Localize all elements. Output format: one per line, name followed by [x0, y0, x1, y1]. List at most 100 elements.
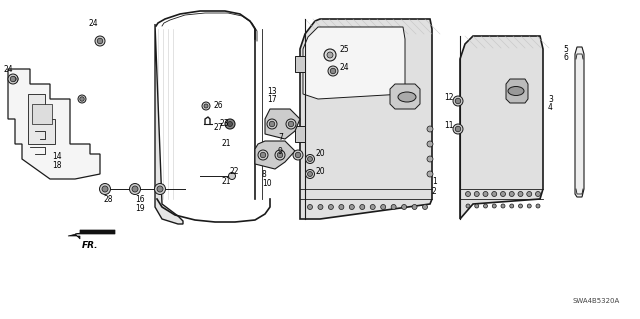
Text: 17: 17	[267, 95, 276, 105]
Polygon shape	[8, 69, 100, 179]
Circle shape	[427, 126, 433, 132]
Circle shape	[129, 183, 141, 195]
Circle shape	[269, 121, 275, 127]
Text: 4: 4	[548, 103, 553, 113]
Polygon shape	[575, 47, 584, 197]
Text: 5: 5	[563, 44, 568, 54]
Circle shape	[518, 204, 522, 208]
Circle shape	[97, 38, 103, 44]
Circle shape	[154, 183, 166, 195]
Circle shape	[305, 154, 314, 164]
Polygon shape	[390, 84, 420, 109]
Circle shape	[228, 173, 236, 180]
Circle shape	[258, 150, 268, 160]
Circle shape	[466, 204, 470, 208]
Circle shape	[500, 191, 506, 197]
Text: FR.: FR.	[82, 241, 99, 250]
Circle shape	[260, 152, 266, 158]
Circle shape	[12, 77, 16, 81]
Polygon shape	[68, 230, 115, 239]
Circle shape	[483, 191, 488, 197]
Circle shape	[95, 36, 105, 46]
Text: 14: 14	[52, 152, 61, 161]
Ellipse shape	[508, 86, 524, 95]
Circle shape	[527, 191, 532, 197]
Text: 12: 12	[444, 93, 454, 101]
Circle shape	[80, 97, 84, 101]
Circle shape	[10, 75, 18, 83]
Circle shape	[501, 204, 505, 208]
Circle shape	[422, 204, 428, 210]
Circle shape	[8, 74, 18, 84]
Polygon shape	[32, 104, 52, 124]
Text: 21: 21	[222, 139, 232, 149]
Circle shape	[455, 126, 461, 132]
Text: 1: 1	[432, 177, 436, 187]
Circle shape	[465, 191, 470, 197]
Circle shape	[308, 157, 312, 161]
Circle shape	[286, 119, 296, 129]
Text: 20: 20	[316, 167, 326, 175]
Circle shape	[324, 49, 336, 61]
Circle shape	[349, 204, 355, 210]
Text: 3: 3	[548, 94, 553, 103]
Circle shape	[275, 150, 285, 160]
Circle shape	[401, 204, 406, 210]
Circle shape	[204, 104, 208, 108]
Circle shape	[295, 152, 301, 158]
Circle shape	[288, 121, 294, 127]
Text: 23: 23	[220, 119, 230, 128]
Circle shape	[474, 191, 479, 197]
Polygon shape	[255, 141, 295, 169]
Text: 28: 28	[103, 195, 113, 204]
Circle shape	[227, 122, 232, 127]
Circle shape	[328, 204, 333, 210]
Circle shape	[267, 119, 277, 129]
Circle shape	[225, 119, 235, 129]
Text: 13: 13	[267, 86, 276, 95]
Bar	[295, 126, 305, 142]
Bar	[295, 56, 305, 72]
Circle shape	[412, 204, 417, 210]
Circle shape	[308, 172, 312, 176]
Polygon shape	[28, 94, 55, 144]
Circle shape	[330, 68, 336, 74]
Circle shape	[157, 186, 163, 192]
Circle shape	[102, 186, 108, 192]
Circle shape	[475, 204, 479, 208]
Text: 8: 8	[262, 170, 267, 179]
Circle shape	[509, 204, 514, 208]
Text: 22: 22	[230, 167, 239, 175]
Text: 19: 19	[135, 204, 145, 213]
Circle shape	[132, 186, 138, 192]
Circle shape	[370, 204, 375, 210]
Ellipse shape	[398, 92, 416, 102]
Circle shape	[536, 191, 541, 197]
Polygon shape	[155, 24, 183, 224]
Circle shape	[360, 204, 365, 210]
Circle shape	[277, 152, 283, 158]
Text: SWA4B5320A: SWA4B5320A	[573, 298, 620, 304]
Circle shape	[307, 204, 312, 210]
Text: 27: 27	[213, 122, 223, 131]
Circle shape	[202, 102, 210, 110]
Text: 16: 16	[135, 195, 145, 204]
Circle shape	[391, 204, 396, 210]
Text: 7: 7	[278, 132, 283, 142]
Circle shape	[78, 95, 86, 103]
Text: 21: 21	[222, 177, 232, 187]
Text: 24: 24	[3, 64, 13, 73]
Polygon shape	[506, 79, 528, 103]
Polygon shape	[303, 27, 405, 99]
Text: 2: 2	[432, 187, 436, 196]
Circle shape	[327, 52, 333, 58]
Circle shape	[381, 204, 386, 210]
Circle shape	[99, 183, 111, 195]
Text: 10: 10	[262, 179, 271, 188]
Circle shape	[293, 150, 303, 160]
Circle shape	[328, 66, 338, 76]
Circle shape	[10, 76, 16, 82]
Circle shape	[339, 204, 344, 210]
Circle shape	[453, 124, 463, 134]
Circle shape	[492, 204, 496, 208]
